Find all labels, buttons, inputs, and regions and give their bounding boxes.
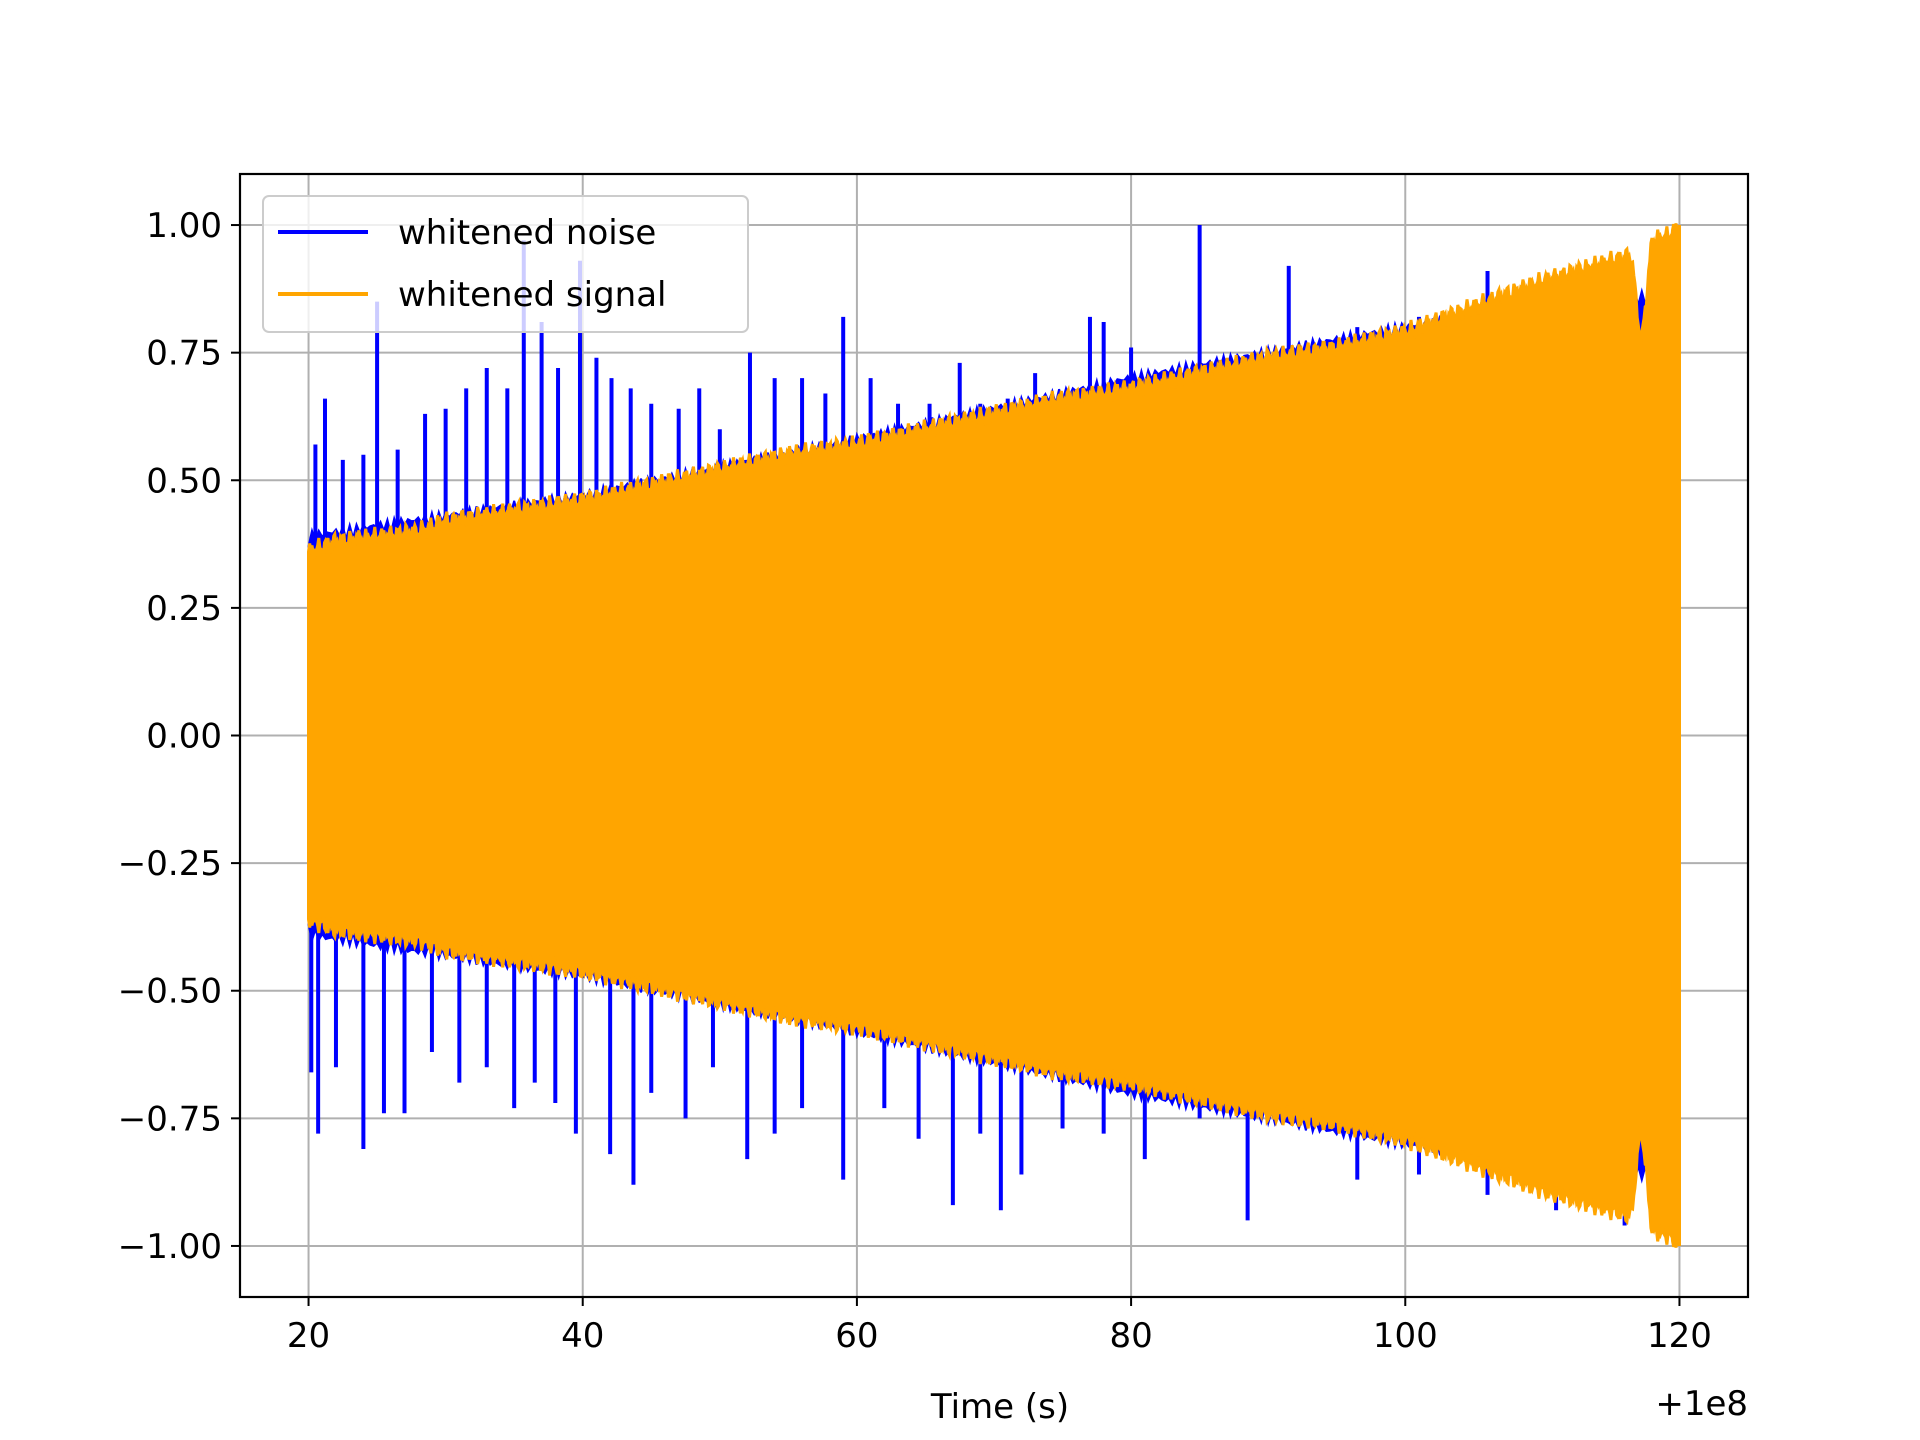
signal-envelope: [307, 223, 1681, 1248]
legend: whitened noise whitened signal: [262, 195, 749, 333]
plot-area: [307, 223, 1681, 1248]
x-axis-label: Time (s): [930, 1387, 1069, 1427]
x-tick-label: 120: [1647, 1316, 1712, 1356]
y-tick-label: 0.75: [146, 334, 222, 374]
x-tick-label: 80: [1109, 1316, 1152, 1356]
y-tick-label: −1.00: [118, 1227, 222, 1267]
x-tick-label: 20: [287, 1316, 330, 1356]
x-tick-label: 100: [1373, 1316, 1438, 1356]
y-tick-label: 1.00: [146, 206, 222, 246]
y-tick-label: 0.50: [146, 461, 222, 501]
legend-label-whitened-signal: whitened signal: [398, 275, 666, 315]
y-tick-label: 0.25: [146, 589, 222, 629]
y-tick-label: −0.50: [118, 972, 222, 1012]
x-tick-label: 60: [835, 1316, 878, 1356]
axis-ticks: 20 40 60 80 100 120 1.00 0.75 0.50 0.25 0.00 −0.25 −…: [118, 206, 1712, 1356]
x-tick-label: 40: [561, 1316, 604, 1356]
y-tick-label: −0.25: [118, 844, 222, 884]
legend-label-whitened-noise: whitened noise: [398, 213, 656, 253]
legend-frame: [262, 195, 749, 333]
y-tick-label: −0.75: [118, 1099, 222, 1139]
y-tick-label: 0.00: [146, 717, 222, 757]
x-axis-offset-label: +1e8: [1655, 1384, 1748, 1424]
